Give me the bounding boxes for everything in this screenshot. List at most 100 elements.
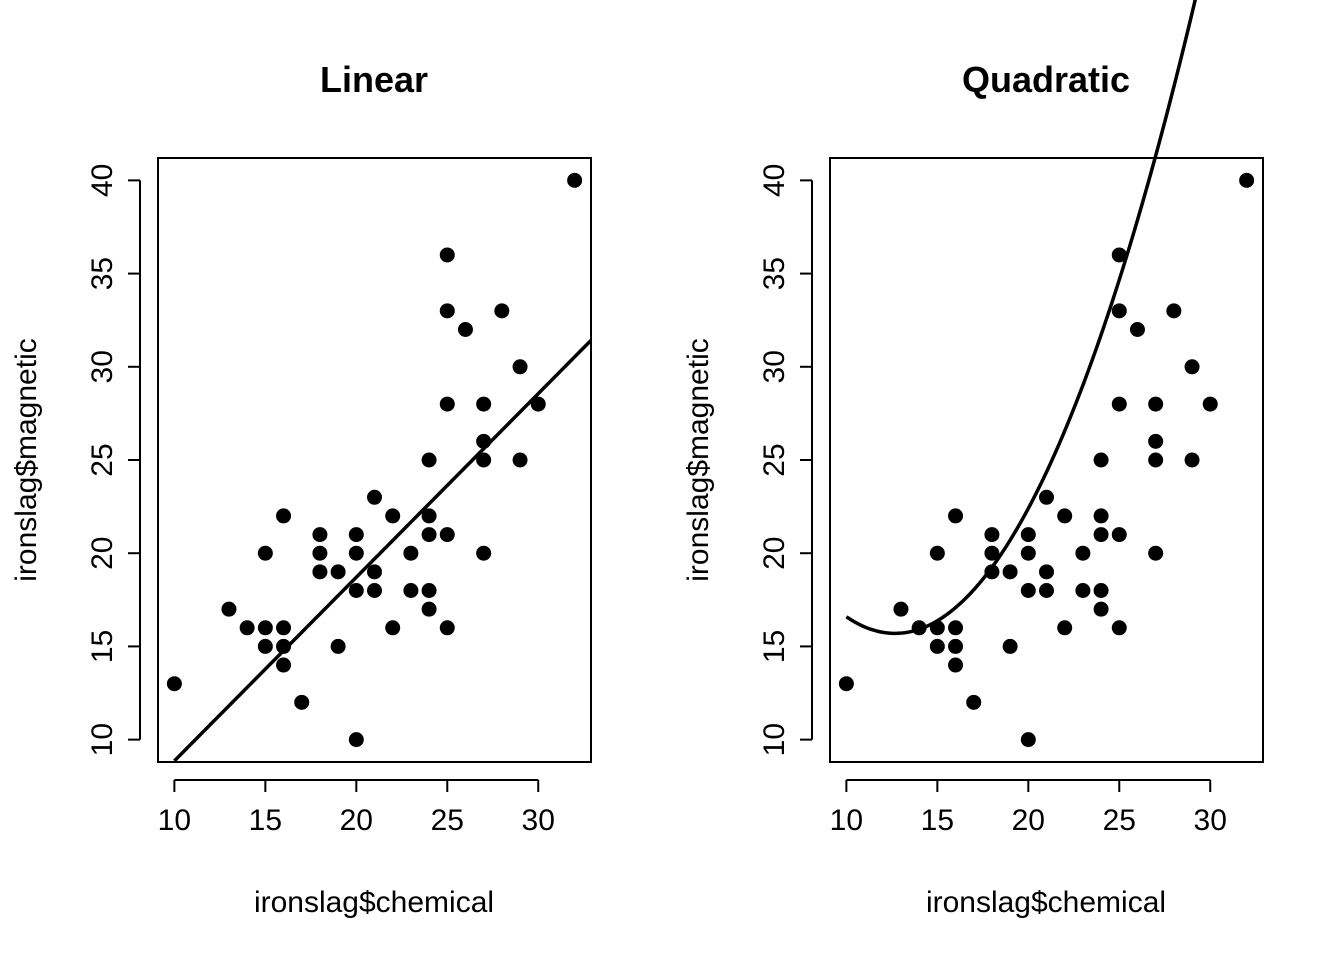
data-point xyxy=(966,694,982,710)
y-tick-label: 30 xyxy=(86,350,119,383)
data-point xyxy=(257,638,273,654)
data-point xyxy=(330,564,346,580)
y-tick-label: 15 xyxy=(758,630,791,663)
data-point xyxy=(1148,545,1164,561)
data-point xyxy=(257,620,273,636)
x-tick-label: 10 xyxy=(158,804,191,837)
data-point xyxy=(276,508,292,524)
y-axis-label: ironslag$magnetic xyxy=(10,338,43,581)
data-point xyxy=(476,396,492,412)
y-tick-label: 25 xyxy=(86,443,119,476)
axis-ticks: 10 15 20 25 30 10 15 20 25 30 35 40 xyxy=(758,164,1227,837)
data-point xyxy=(1202,396,1218,412)
y-tick-label: 25 xyxy=(758,443,791,476)
data-point xyxy=(1020,527,1036,543)
quadratic-panel: Quadratic ironslag$chemical ironslag$mag… xyxy=(682,0,1264,919)
regression-line xyxy=(173,339,593,763)
chart-title: Linear xyxy=(320,59,428,100)
x-tick-label: 30 xyxy=(1194,804,1227,837)
data-point xyxy=(1111,620,1127,636)
data-point xyxy=(1184,452,1200,468)
data-point xyxy=(221,601,237,617)
data-point xyxy=(312,527,328,543)
data-point xyxy=(1075,582,1091,598)
data-point xyxy=(1111,247,1127,263)
data-point xyxy=(984,527,1000,543)
data-point xyxy=(1039,582,1054,598)
data-point xyxy=(1002,638,1018,654)
x-tick-label: 25 xyxy=(431,804,464,837)
data-point xyxy=(984,545,1000,561)
data-point xyxy=(403,545,419,561)
data-point xyxy=(1093,452,1109,468)
data-point xyxy=(1002,564,1018,580)
data-point xyxy=(512,452,528,468)
points-layer xyxy=(838,172,1255,748)
data-point xyxy=(1020,582,1036,598)
data-point xyxy=(439,396,455,412)
plot-frame xyxy=(829,157,1264,763)
y-tick-label: 35 xyxy=(758,257,791,290)
data-point xyxy=(948,657,964,673)
data-point xyxy=(239,620,255,636)
data-point xyxy=(929,638,945,654)
data-point xyxy=(276,620,292,636)
data-point xyxy=(439,247,455,263)
data-point xyxy=(403,582,419,598)
data-point xyxy=(984,564,1000,580)
data-point xyxy=(421,508,437,524)
data-point xyxy=(1093,582,1109,598)
data-point xyxy=(367,489,382,505)
data-point xyxy=(367,564,382,580)
x-tick-label: 20 xyxy=(1012,804,1045,837)
y-tick-label: 40 xyxy=(758,164,791,197)
data-point xyxy=(1239,172,1255,188)
data-point xyxy=(257,545,273,561)
fit-layer xyxy=(173,339,593,763)
data-point xyxy=(276,657,292,673)
data-point xyxy=(1020,732,1036,748)
x-axis-label: ironslag$chemical xyxy=(926,886,1166,919)
data-point xyxy=(457,322,473,338)
data-point xyxy=(348,732,364,748)
data-point xyxy=(1057,620,1073,636)
data-point xyxy=(1148,396,1164,412)
data-point xyxy=(1093,508,1109,524)
plot-frame xyxy=(157,157,592,763)
data-point xyxy=(421,527,437,543)
data-point xyxy=(330,638,346,654)
data-point xyxy=(1039,564,1054,580)
data-point xyxy=(948,508,964,524)
data-point xyxy=(1129,322,1145,338)
data-point xyxy=(512,359,528,375)
y-tick-label: 40 xyxy=(86,164,119,197)
data-point xyxy=(911,620,927,636)
y-tick-label: 30 xyxy=(758,350,791,383)
axis-ticks: 10 15 20 25 30 10 15 20 25 30 35 40 xyxy=(86,164,555,837)
y-tick-label: 20 xyxy=(86,537,119,570)
data-point xyxy=(494,303,510,319)
data-point xyxy=(1093,527,1109,543)
data-point xyxy=(567,172,583,188)
data-point xyxy=(948,638,964,654)
data-point xyxy=(929,620,945,636)
data-point xyxy=(1148,433,1164,449)
linear-panel: Linear ironslag$chemical ironslag$magnet… xyxy=(10,59,593,919)
x-axis-label: ironslag$chemical xyxy=(254,886,494,919)
data-point xyxy=(1184,359,1200,375)
data-point xyxy=(348,545,364,561)
data-point xyxy=(1111,396,1127,412)
data-point xyxy=(1166,303,1182,319)
data-point xyxy=(893,601,909,617)
data-point xyxy=(348,527,364,543)
x-tick-label: 15 xyxy=(921,804,954,837)
data-point xyxy=(929,545,945,561)
data-point xyxy=(166,676,182,692)
data-point xyxy=(1148,452,1164,468)
data-point xyxy=(421,601,437,617)
data-point xyxy=(476,433,492,449)
x-tick-label: 30 xyxy=(522,804,555,837)
data-point xyxy=(367,582,382,598)
x-tick-label: 10 xyxy=(830,804,863,837)
